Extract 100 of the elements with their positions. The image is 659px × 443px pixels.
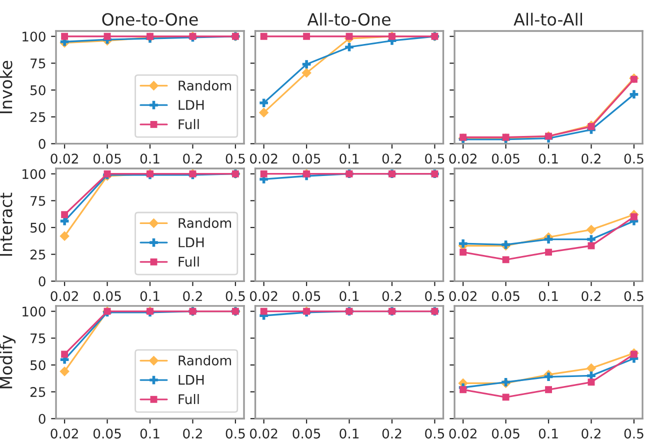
point xyxy=(146,32,154,40)
legend-label: Full xyxy=(178,256,199,267)
legend-label: Full xyxy=(178,119,199,130)
x-tick-label: 0.5 xyxy=(624,154,644,164)
point xyxy=(544,372,553,381)
point xyxy=(460,134,467,141)
y-tick-label: 25 xyxy=(30,387,46,398)
y-axis-title: Interact xyxy=(0,192,12,256)
point xyxy=(502,256,510,264)
chart-title: One-to-One xyxy=(102,13,198,26)
point xyxy=(544,235,553,244)
x-tick-label: 0.1 xyxy=(140,428,160,439)
text: Random xyxy=(178,355,232,366)
point xyxy=(588,378,595,386)
x-tick-label: 0.05 xyxy=(292,428,320,439)
x-tick-label: 0.02 xyxy=(250,428,278,439)
point xyxy=(460,248,467,256)
x-tick-label: 0.05 xyxy=(492,154,520,164)
x-tick-label: 0.2 xyxy=(382,154,402,164)
x-tick-label: 0.1 xyxy=(538,291,558,302)
x-tick-label: 0.2 xyxy=(183,154,202,164)
x-tick-label: 0.1 xyxy=(140,291,160,302)
x-tick-label: 0.02 xyxy=(449,154,476,164)
point xyxy=(60,366,70,376)
x-tick-label: 0.5 xyxy=(624,428,644,439)
x-tick-label: 0.1 xyxy=(538,154,558,164)
legend-label: Full xyxy=(178,394,199,404)
point xyxy=(586,224,596,235)
x-tick-label: 0.02 xyxy=(50,428,78,439)
y-tick-label: 0 xyxy=(38,414,46,424)
point xyxy=(260,32,268,40)
x-tick-label: 0.2 xyxy=(382,291,402,302)
x-tick-label: 0.05 xyxy=(492,428,520,439)
point xyxy=(458,239,468,248)
point xyxy=(345,42,354,52)
y-tick-label: 50 xyxy=(30,85,46,96)
x-tick-label: 0.1 xyxy=(538,428,558,439)
point xyxy=(502,394,510,401)
x-tick-label: 0.5 xyxy=(425,291,444,302)
point xyxy=(588,123,595,130)
point xyxy=(630,90,638,98)
point xyxy=(502,134,510,141)
y-tick-label: 25 xyxy=(30,250,46,260)
point xyxy=(104,32,111,40)
x-tick-label: 0.5 xyxy=(425,428,444,439)
point xyxy=(460,386,467,394)
point xyxy=(61,32,68,40)
x-tick-label: 0.5 xyxy=(226,291,245,302)
point xyxy=(258,108,269,118)
x-tick-label: 0.05 xyxy=(93,154,121,164)
point xyxy=(302,68,312,78)
y-tick-label: 25 xyxy=(30,112,46,122)
legend-label: LDH xyxy=(178,238,204,248)
point xyxy=(60,231,70,241)
point xyxy=(630,213,638,220)
x-tick-label: 0.02 xyxy=(50,291,78,302)
y-tick-label: 100 xyxy=(22,306,46,317)
point xyxy=(630,350,638,358)
legend-label: LDH xyxy=(178,375,204,385)
y-tick-label: 0 xyxy=(38,276,46,286)
point xyxy=(61,350,68,358)
x-tick-label: 0.2 xyxy=(183,291,202,302)
x-tick-label: 0.02 xyxy=(250,291,278,302)
point xyxy=(260,98,268,108)
point xyxy=(303,32,310,40)
x-tick-label: 0.2 xyxy=(382,428,402,439)
point xyxy=(545,386,552,394)
point xyxy=(346,32,353,40)
chart-title: All-to-All xyxy=(514,12,582,26)
y-tick-label: 75 xyxy=(30,196,46,206)
x-tick-label: 0.02 xyxy=(250,154,278,164)
chart-title: All-to-One xyxy=(307,12,390,26)
y-tick-label: 0 xyxy=(38,138,46,149)
y-tick-label: 100 xyxy=(22,169,46,180)
x-tick-label: 0.02 xyxy=(449,428,476,439)
x-tick-label: 0.2 xyxy=(582,291,600,302)
y-tick-label: 50 xyxy=(30,360,46,370)
x-tick-label: 0.05 xyxy=(93,291,121,302)
y-tick-label: 100 xyxy=(22,32,46,42)
x-tick-label: 0.5 xyxy=(226,154,245,164)
y-tick-label: 75 xyxy=(30,58,46,68)
x-tick-label: 0.1 xyxy=(140,154,160,164)
point xyxy=(545,248,552,256)
point xyxy=(630,76,638,83)
y-tick-label: 50 xyxy=(30,222,46,233)
y-tick-label: 75 xyxy=(30,334,46,344)
x-tick-label: 0.2 xyxy=(183,428,202,439)
x-tick-label: 0.2 xyxy=(582,154,600,164)
x-tick-label: 0.05 xyxy=(93,428,121,439)
x-tick-label: 0.05 xyxy=(492,291,520,302)
x-tick-label: 0.02 xyxy=(449,291,476,302)
x-tick-label: 0.2 xyxy=(582,428,600,439)
x-tick-label: 0.1 xyxy=(340,428,359,439)
x-tick-label: 0.05 xyxy=(292,291,320,302)
legend-label: Random xyxy=(178,80,232,91)
legend-label: Random xyxy=(178,218,232,228)
x-tick-label: 0.5 xyxy=(624,291,644,302)
point xyxy=(302,60,311,68)
x-tick-label: 0.1 xyxy=(340,291,359,302)
x-tick-label: 0.05 xyxy=(292,154,320,164)
